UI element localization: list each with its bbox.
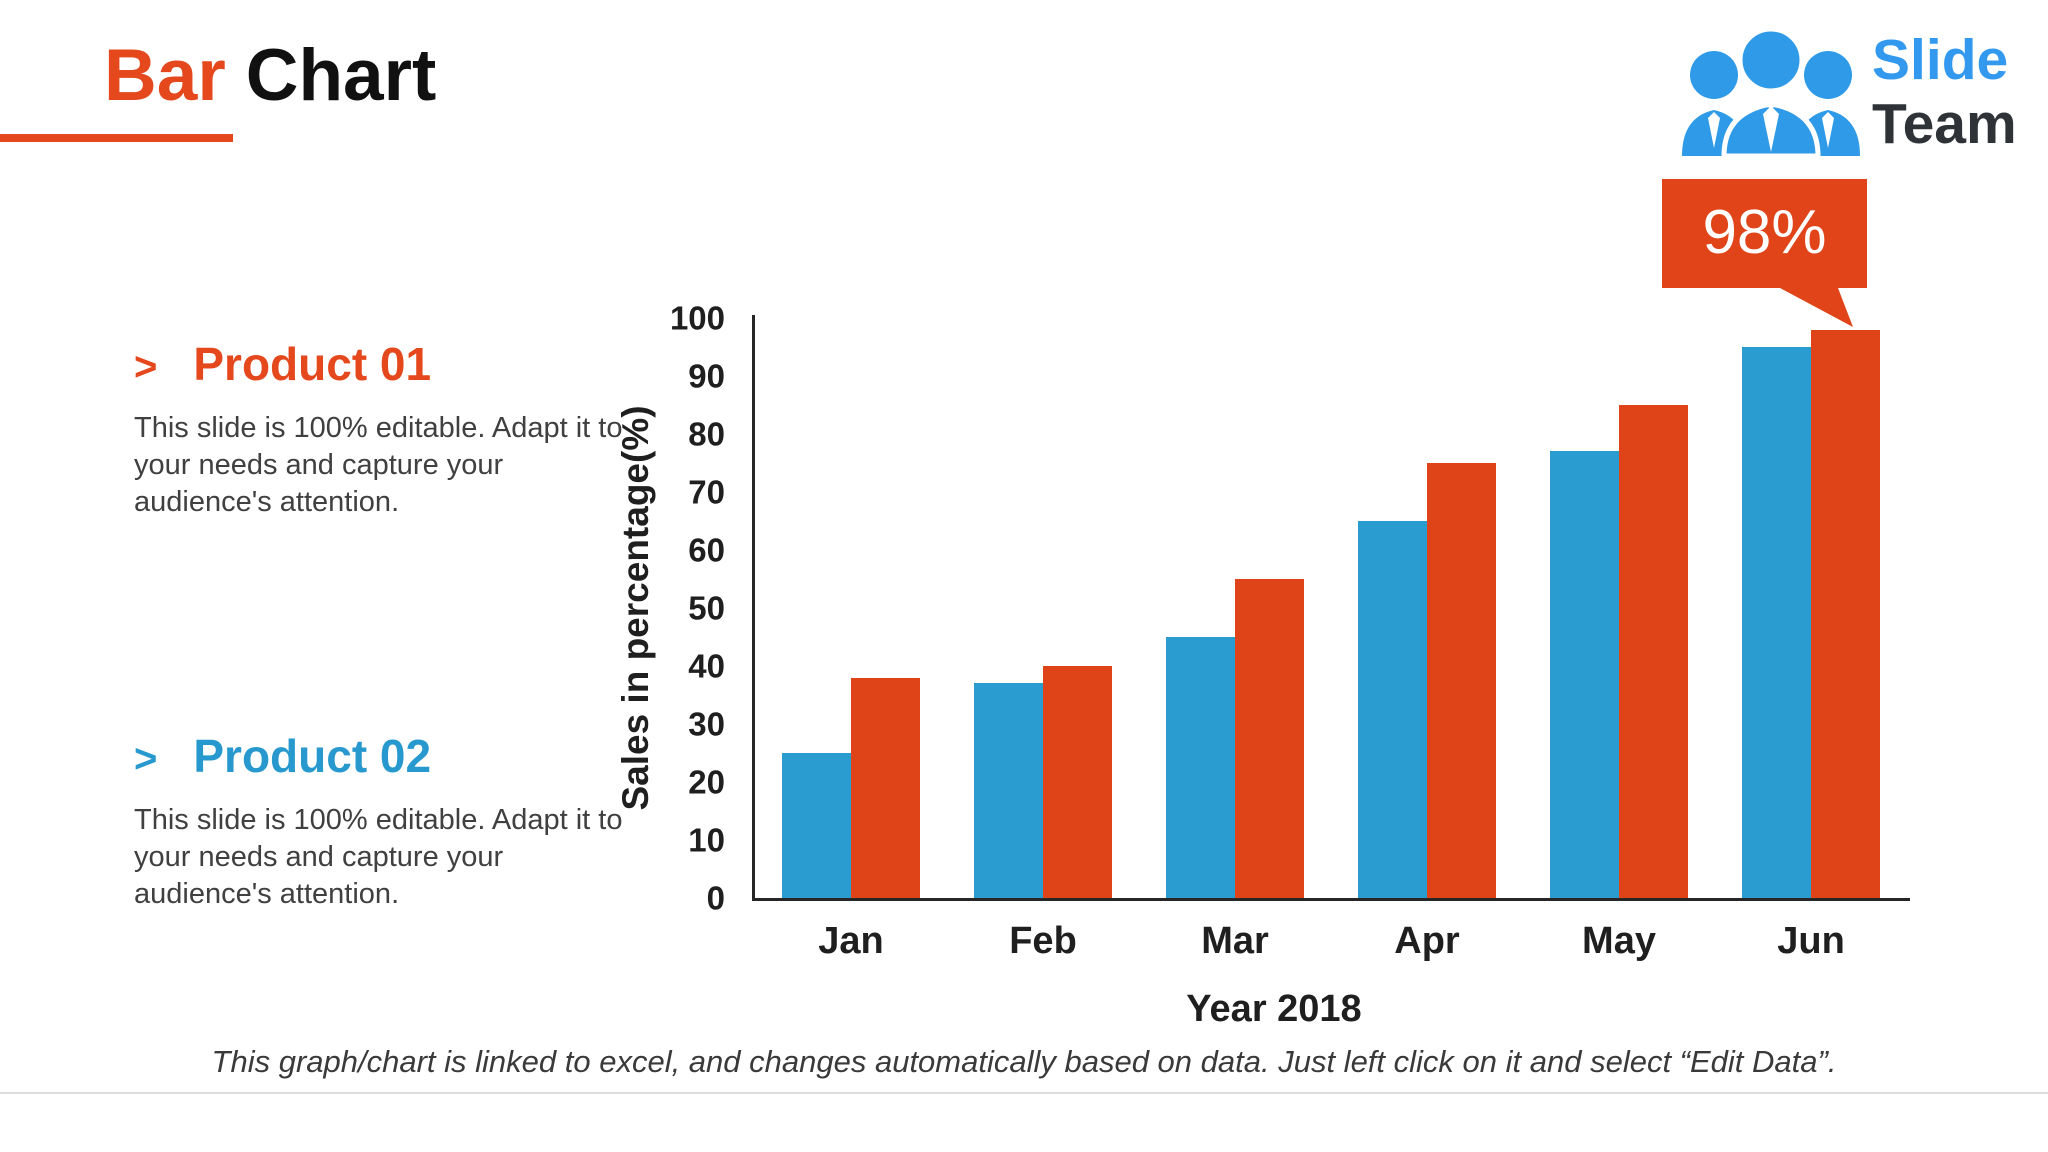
footer-note: This graph/chart is linked to excel, and… (211, 1044, 1837, 1079)
bar-may-series1 (1550, 451, 1619, 898)
y-axis-tick-labels: 0 10 20 30 40 50 60 70 80 90 100 (600, 302, 725, 915)
y-axis-line (752, 315, 755, 901)
page-title-rest: Chart (245, 35, 437, 116)
product-01-title: Product 01 (193, 338, 432, 390)
bar-apr-series2 (1427, 463, 1496, 898)
logo-text-team: Team (1872, 92, 2017, 156)
chevron-right-icon: > (134, 737, 158, 781)
data-callout: 98% (1662, 179, 1867, 327)
bar-jan-series2 (851, 677, 920, 898)
x-tick-feb: Feb (1009, 920, 1077, 962)
x-axis-tick-labels: Jan Feb Mar Apr May Jun (755, 920, 1907, 970)
bottom-divider (0, 1092, 2048, 1094)
chevron-right-icon: > (134, 345, 158, 389)
logo-text-slide: Slide (1872, 28, 2009, 92)
y-tick-40: 40 (688, 647, 725, 685)
x-tick-apr: Apr (1394, 920, 1460, 962)
title-underline (0, 134, 233, 142)
bar-mar-series1 (1166, 637, 1235, 898)
product-01-heading: > Product 01 (134, 336, 634, 392)
product-02-title: Product 02 (193, 730, 432, 782)
plot-area[interactable] (755, 318, 1907, 898)
y-tick-100: 100 (669, 299, 725, 337)
bar-jan-series1 (782, 753, 851, 898)
x-axis-title: Year 2018 (1186, 988, 1362, 1030)
bar-jun-series2 (1811, 329, 1880, 898)
slideteam-people-icon (1682, 26, 1860, 156)
y-tick-50: 50 (688, 589, 725, 627)
bar-mar-series2 (1235, 579, 1304, 898)
x-tick-may: May (1582, 920, 1656, 962)
product-02-description: This slide is 100% editable. Adapt it to… (134, 804, 623, 910)
page-title: Bar Chart (104, 34, 436, 118)
product-02-heading: > Product 02 (134, 728, 634, 784)
y-tick-0: 0 (706, 879, 725, 917)
y-tick-90: 90 (688, 357, 725, 395)
bar-feb-series1 (974, 683, 1043, 898)
y-tick-30: 30 (688, 705, 725, 743)
bar-apr-series1 (1358, 521, 1427, 898)
y-tick-20: 20 (688, 763, 725, 801)
x-tick-jun: Jun (1777, 920, 1845, 962)
product-02-block: > Product 02 This slide is 100% editable… (134, 728, 634, 913)
bar-may-series2 (1619, 405, 1688, 898)
product-01-block: > Product 01 This slide is 100% editable… (134, 336, 634, 521)
x-tick-jan: Jan (818, 920, 884, 962)
y-tick-60: 60 (688, 531, 725, 569)
callout-value: 98% (1702, 198, 1827, 267)
y-tick-80: 80 (688, 415, 725, 453)
page-title-accent: Bar (104, 35, 226, 116)
bar-feb-series2 (1043, 666, 1112, 898)
product-01-description: This slide is 100% editable. Adapt it to… (134, 412, 623, 518)
x-tick-mar: Mar (1201, 920, 1269, 962)
y-tick-70: 70 (688, 473, 725, 511)
x-axis-line (752, 898, 1910, 901)
y-tick-10: 10 (688, 821, 725, 859)
speech-bubble-icon (1662, 179, 1867, 327)
bar-jun-series1 (1742, 347, 1811, 898)
